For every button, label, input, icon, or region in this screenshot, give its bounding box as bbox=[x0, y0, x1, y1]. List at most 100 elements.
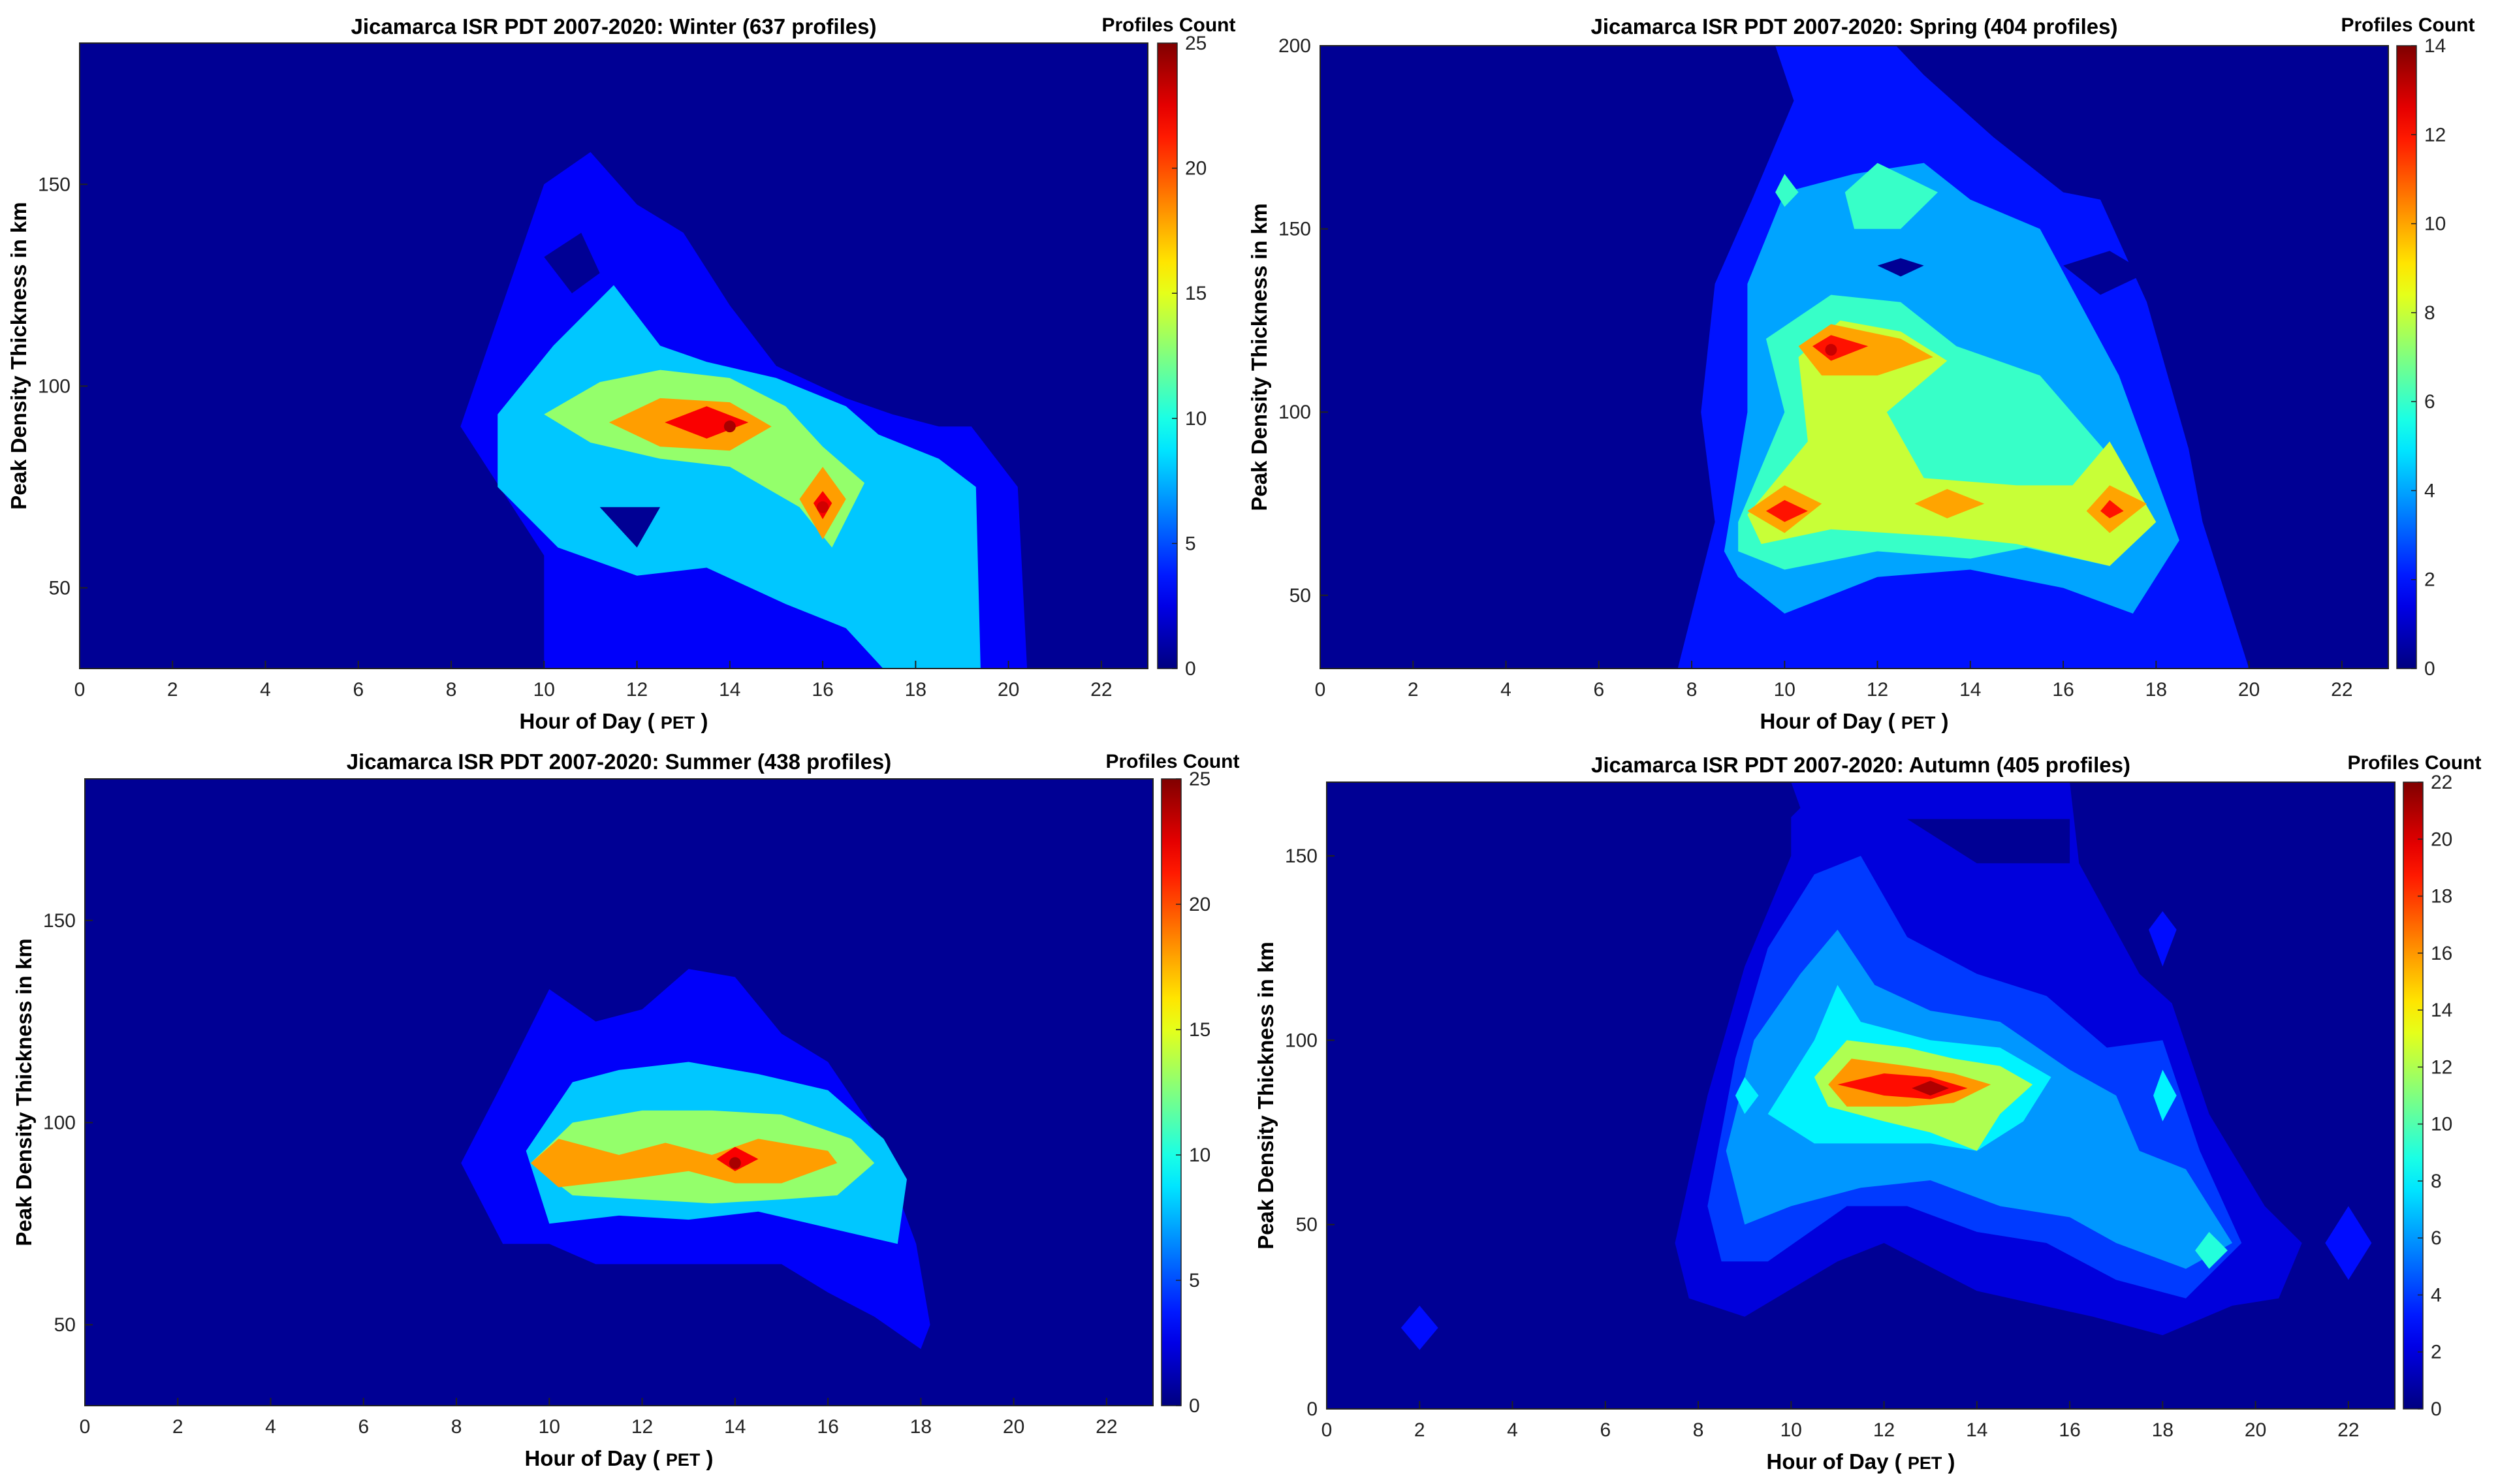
contour-hole-1 bbox=[2063, 251, 2147, 295]
y-tick-label: 150 bbox=[43, 910, 76, 932]
x-tick-label: 20 bbox=[998, 679, 1019, 701]
y-tick-label: 150 bbox=[38, 174, 71, 195]
x-tick-label: 8 bbox=[451, 1416, 462, 1438]
x-tick-label: 0 bbox=[74, 679, 86, 701]
colorbar-tick-label: 22 bbox=[2431, 772, 2452, 793]
x-axis-unit: PET bbox=[661, 713, 695, 733]
y-tick-label: 50 bbox=[1289, 585, 1311, 607]
colorbar-tick-label: 16 bbox=[2431, 943, 2452, 964]
colorbar-title: Profiles Count bbox=[1105, 751, 1239, 772]
x-tick-label: 10 bbox=[1780, 1419, 1802, 1441]
colorbar-tick-label: 0 bbox=[1185, 658, 1196, 680]
x-tick-label: 6 bbox=[1593, 679, 1604, 701]
y-tick-label: 0 bbox=[1306, 1398, 1318, 1420]
chart-title: Jicamarca ISR PDT 2007-2020: Spring (404… bbox=[1590, 14, 2117, 39]
colorbar-tick-label: 25 bbox=[1189, 768, 1210, 790]
contour-hole-1 bbox=[599, 507, 661, 548]
colorbar-gradient bbox=[2396, 45, 2417, 669]
contour-level-13-2 bbox=[544, 370, 865, 548]
y-axis-label: Peak Density Thickness in km bbox=[12, 938, 36, 1246]
x-tick-label: 8 bbox=[446, 679, 457, 701]
colorbar-tick-label: 8 bbox=[2424, 302, 2435, 324]
x-tick-label: 18 bbox=[905, 679, 926, 701]
y-axis-label: Peak Density Thickness in km bbox=[1247, 203, 1271, 511]
y-tick-label: 50 bbox=[49, 577, 71, 599]
x-tick-label: 8 bbox=[1686, 679, 1698, 701]
peak-marker-0 bbox=[1924, 1082, 1937, 1094]
colorbar-tick-label: 0 bbox=[2424, 658, 2435, 680]
colorbar-title: Profiles Count bbox=[1101, 14, 1235, 36]
contour-hole-0 bbox=[544, 232, 600, 294]
y-tick-label: 100 bbox=[1278, 402, 1311, 423]
colorbar-tick-label: 14 bbox=[2431, 1000, 2452, 1021]
x-tick-label: 10 bbox=[539, 1416, 560, 1438]
x-tick-label: 12 bbox=[631, 1416, 653, 1438]
axes-frame bbox=[1326, 781, 2395, 1410]
colorbar-tick-label: 6 bbox=[2424, 391, 2435, 413]
x-axis-label: Hour of Day ( PET ) bbox=[519, 709, 708, 733]
y-tick-label: 150 bbox=[1285, 845, 1318, 867]
y-axis-label: Peak Density Thickness in km bbox=[1254, 941, 1278, 1249]
y-tick-label: 150 bbox=[1278, 219, 1311, 240]
contour-level-3-3 bbox=[2149, 911, 2177, 967]
contour-level-8-8 bbox=[1735, 1077, 1759, 1114]
colorbar-tick-label: 5 bbox=[1185, 533, 1196, 554]
x-tick-label: 6 bbox=[358, 1416, 369, 1438]
chart-title: Jicamarca ISR PDT 2007-2020: Summer (438… bbox=[347, 750, 892, 774]
colorbar-tick-label: 2 bbox=[2431, 1342, 2442, 1363]
chart-title: Jicamarca ISR PDT 2007-2020: Autumn (405… bbox=[1591, 753, 2130, 777]
colorbar-tick-label: 10 bbox=[2431, 1114, 2452, 1135]
colorbar-gradient bbox=[1157, 42, 1178, 669]
x-axis-label: Hour of Day ( PET ) bbox=[524, 1446, 713, 1470]
colorbar-tick-label: 6 bbox=[2431, 1227, 2442, 1249]
peak-marker-0 bbox=[729, 1157, 741, 1169]
axes-frame bbox=[84, 778, 1154, 1406]
colorbar-gradient bbox=[2403, 781, 2424, 1410]
contour-level-6-3 bbox=[1844, 163, 1938, 229]
x-tick-label: 2 bbox=[1414, 1419, 1425, 1441]
contour-fills bbox=[460, 151, 1028, 669]
colorbar-tick-label: 15 bbox=[1185, 283, 1207, 304]
contour-level-3-1 bbox=[1400, 1305, 1438, 1350]
x-tick-label: 4 bbox=[260, 679, 271, 701]
x-tick-label: 22 bbox=[1096, 1416, 1117, 1438]
colorbar-tick-label: 20 bbox=[1185, 158, 1207, 180]
x-tick-label: 14 bbox=[724, 1416, 746, 1438]
x-axis-label: Hour of Day ( PET ) bbox=[1766, 1449, 1955, 1474]
contour-level-8-7 bbox=[2153, 1069, 2177, 1122]
colorbar-tick-label: 12 bbox=[2431, 1056, 2452, 1078]
x-axis-unit: PET bbox=[666, 1450, 701, 1470]
x-tick-label: 22 bbox=[2331, 679, 2352, 701]
colorbar-gradient bbox=[1161, 778, 1182, 1406]
colorbar-tick-label: 18 bbox=[2431, 886, 2452, 908]
x-tick-label: 0 bbox=[1321, 1419, 1333, 1441]
colorbar-tick-label: 20 bbox=[1189, 894, 1210, 915]
contour-hole-1 bbox=[1907, 819, 2070, 864]
x-tick-label: 14 bbox=[1959, 679, 1981, 701]
x-tick-label: 0 bbox=[1315, 679, 1326, 701]
colorbar-tick-label: 12 bbox=[2424, 124, 2446, 146]
x-tick-label: 12 bbox=[626, 679, 648, 701]
axes-frame bbox=[79, 42, 1148, 669]
peak-marker-0 bbox=[1825, 343, 1837, 356]
y-tick-label: 200 bbox=[1278, 35, 1311, 57]
x-tick-label: 10 bbox=[1774, 679, 1795, 701]
colorbar-tick-label: 25 bbox=[1185, 33, 1207, 54]
contour-level-12-10 bbox=[1812, 335, 1869, 361]
y-tick-label: 50 bbox=[54, 1314, 76, 1336]
colorbar-tick-label: 20 bbox=[2431, 829, 2452, 850]
x-tick-label: 16 bbox=[2052, 679, 2074, 701]
y-tick-label: 100 bbox=[38, 375, 71, 397]
x-tick-label: 0 bbox=[80, 1416, 91, 1438]
y-tick-label: 100 bbox=[43, 1112, 76, 1133]
x-tick-label: 22 bbox=[2337, 1419, 2359, 1441]
x-tick-label: 6 bbox=[1600, 1419, 1611, 1441]
colorbar-tick-label: 10 bbox=[1185, 408, 1207, 430]
x-tick-label: 4 bbox=[1500, 679, 1511, 701]
peak-marker-1 bbox=[1779, 505, 1791, 517]
